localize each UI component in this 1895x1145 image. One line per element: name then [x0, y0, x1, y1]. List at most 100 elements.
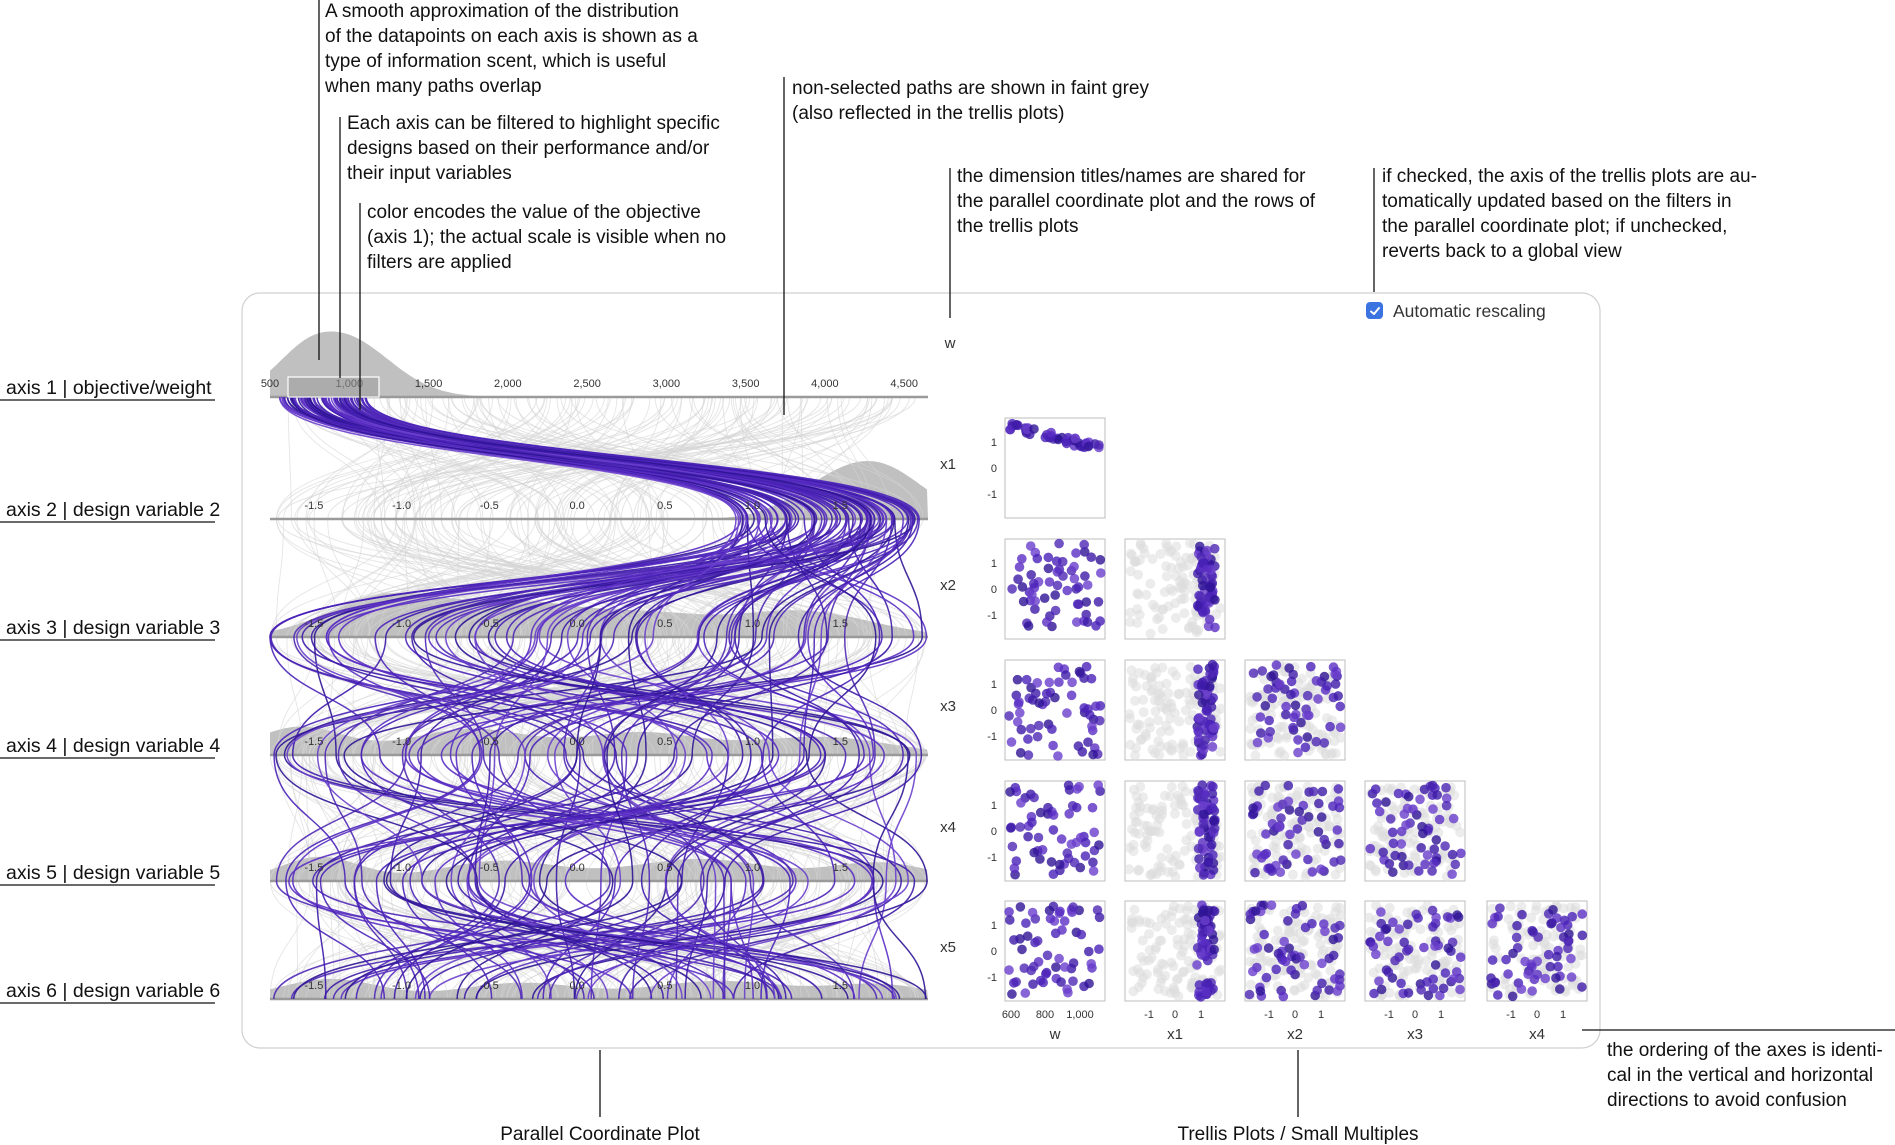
- faint-point: [1157, 805, 1168, 816]
- selected-point: [1312, 985, 1322, 996]
- faint-point: [1275, 746, 1286, 757]
- selected-point: [1376, 984, 1387, 995]
- faint-point: [1128, 986, 1139, 997]
- selected-point: [1091, 701, 1101, 711]
- selected-point: [1071, 548, 1081, 558]
- selected-point: [1286, 965, 1296, 975]
- selected-point: [1394, 924, 1405, 934]
- selected-point: [1566, 953, 1576, 964]
- faint-point: [1150, 706, 1161, 717]
- selected-point: [1022, 424, 1032, 435]
- selected-point: [1074, 666, 1085, 677]
- selected-point: [1209, 823, 1220, 834]
- faint-point: [1137, 935, 1148, 946]
- selected-point: [1094, 440, 1104, 450]
- faint-point: [1271, 732, 1282, 743]
- selected-point: [1296, 717, 1306, 728]
- selected-point: [1527, 962, 1537, 972]
- selected-point: [1067, 677, 1077, 688]
- selected-point: [1384, 859, 1395, 869]
- selected-point: [1013, 574, 1023, 584]
- faint-point: [1272, 925, 1283, 936]
- selected-point: [1035, 975, 1046, 986]
- selected-point: [1094, 840, 1104, 850]
- selected-point: [1091, 621, 1101, 631]
- selected-point: [1430, 941, 1440, 951]
- selected-point: [1033, 832, 1044, 843]
- check-icon: [1369, 306, 1380, 315]
- faint-point: [1181, 819, 1192, 829]
- selected-point: [1428, 804, 1438, 814]
- selected-point: [1032, 731, 1043, 742]
- selected-point: [1427, 866, 1437, 876]
- faint-point: [1133, 589, 1144, 600]
- trellis-x-tick: -1: [1144, 1009, 1154, 1021]
- trellis-cell: [1124, 538, 1226, 640]
- selected-point: [1045, 913, 1056, 924]
- selected-point: [1034, 698, 1044, 708]
- faint-point: [1169, 808, 1180, 819]
- automatic-rescaling-checkbox[interactable]: [1366, 302, 1383, 319]
- selected-point: [1422, 977, 1432, 987]
- annotation-line: the parallel coordinate plot; if uncheck…: [1382, 216, 1727, 237]
- faint-point: [1413, 954, 1424, 965]
- selected-point: [1068, 958, 1079, 968]
- faint-point: [1167, 739, 1177, 750]
- selected-path: [319, 396, 847, 1000]
- selected-point: [1280, 956, 1291, 967]
- selected-point: [1026, 570, 1036, 580]
- selected-point: [1208, 781, 1218, 792]
- selected-point: [1335, 722, 1346, 733]
- selected-point: [1039, 593, 1050, 603]
- var-tick-label: -1.0: [392, 618, 411, 630]
- selected-point: [1021, 918, 1031, 928]
- trellis-y-tick: 0: [991, 826, 997, 838]
- faint-point: [1181, 807, 1192, 818]
- selected-point: [1208, 850, 1218, 860]
- selected-point: [1455, 952, 1466, 962]
- trellis-cell: [1004, 900, 1106, 1002]
- selected-point: [1428, 983, 1439, 994]
- faint-point: [1169, 800, 1180, 811]
- faint-point: [1170, 708, 1180, 719]
- selected-point: [1264, 715, 1274, 726]
- selected-point: [1302, 690, 1313, 701]
- selected-path: [351, 396, 787, 1000]
- selected-point: [1456, 848, 1466, 859]
- faint-point: [1150, 602, 1161, 613]
- selected-point: [1507, 991, 1518, 1002]
- selected-point: [1441, 800, 1452, 811]
- selected-point: [1256, 728, 1266, 738]
- faint-point: [1287, 869, 1298, 880]
- faint-point: [1173, 973, 1184, 984]
- annotation-line: their input variables: [347, 163, 512, 184]
- selected-point: [1399, 937, 1409, 948]
- selected-point: [1208, 723, 1219, 733]
- selected-point: [1267, 693, 1278, 704]
- selected-point: [1385, 814, 1396, 824]
- trellis-x-tick: -1: [1506, 1009, 1516, 1021]
- faint-point: [1174, 860, 1185, 870]
- selected-point: [1450, 859, 1461, 870]
- axis-name-6: axis 6 | design variable 6: [6, 980, 220, 1002]
- selected-point: [1029, 847, 1039, 858]
- faint-point: [1161, 561, 1172, 572]
- selected-point: [1260, 701, 1271, 711]
- selected-point: [1192, 600, 1203, 611]
- trellis-row-label: x1: [940, 456, 956, 473]
- selected-point: [1044, 677, 1055, 688]
- trellis-x-tick: 1: [1198, 1009, 1204, 1021]
- trellis-x-tick: 600: [1002, 1009, 1020, 1021]
- selected-point: [1032, 936, 1043, 946]
- faint-point: [1145, 628, 1156, 639]
- faint-point: [1325, 965, 1336, 976]
- selected-point: [1308, 786, 1319, 797]
- selected-point: [1041, 969, 1051, 979]
- trellis-y-tick: 0: [991, 705, 997, 717]
- selected-point: [1255, 712, 1266, 722]
- selected-point: [1057, 925, 1067, 935]
- annotation-line: designs based on their performance and/o…: [347, 138, 710, 159]
- axis1-filter-brush[interactable]: [287, 376, 380, 398]
- faint-point: [1172, 940, 1183, 950]
- selected-point: [1209, 815, 1219, 826]
